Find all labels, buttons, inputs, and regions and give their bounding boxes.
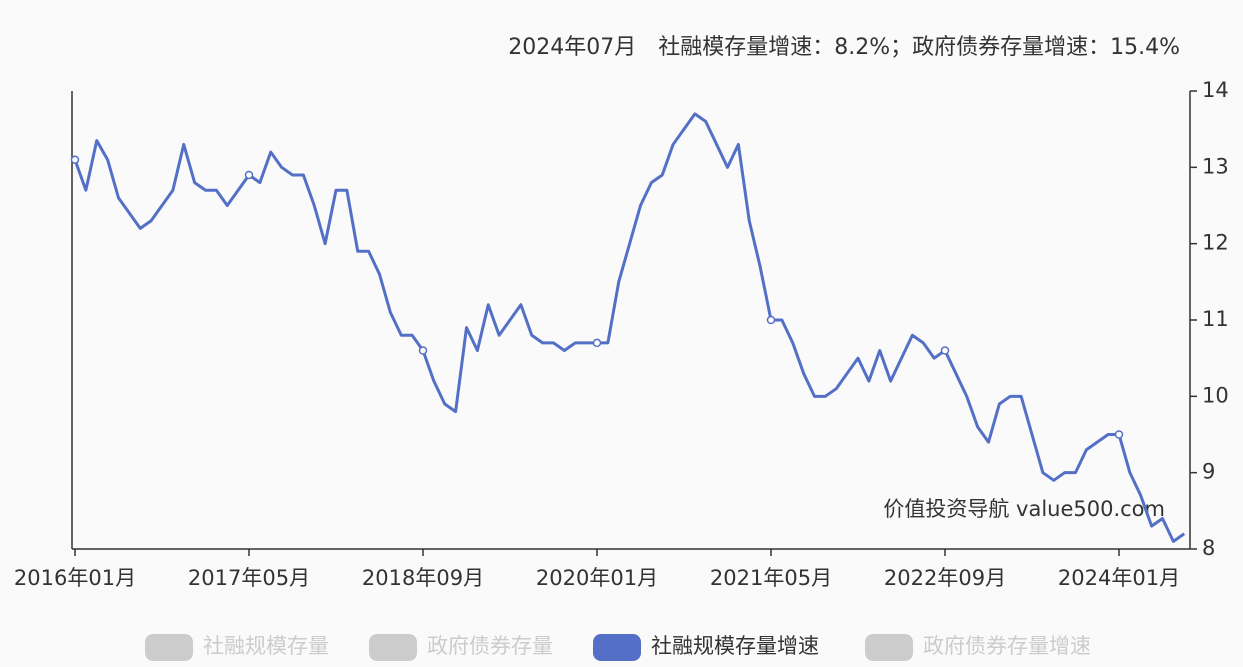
point bbox=[70, 155, 80, 164]
y-tick-label: 9 bbox=[1202, 460, 1215, 484]
legend-swatch bbox=[865, 634, 913, 661]
x-tick-label: 2018年09月 bbox=[362, 566, 484, 590]
x-tick-label: 2020年01月 bbox=[536, 566, 658, 590]
legend-swatch bbox=[369, 634, 417, 661]
point bbox=[766, 315, 776, 325]
point bbox=[1114, 430, 1124, 439]
point bbox=[418, 346, 428, 355]
x-tick-label: 2024年01月 bbox=[1058, 566, 1180, 590]
point bbox=[244, 170, 254, 180]
legend-label: 政府债券存量增速 bbox=[923, 634, 1091, 658]
watermark: 价值投资导航 value500.com bbox=[883, 497, 1165, 521]
y-tick-label: 13 bbox=[1202, 154, 1229, 178]
legend-label: 政府债券存量 bbox=[427, 634, 553, 658]
y-tick-label: 8 bbox=[1202, 536, 1215, 560]
legend-swatch bbox=[593, 634, 641, 661]
point bbox=[940, 346, 950, 355]
y-tick-label: 11 bbox=[1202, 307, 1229, 331]
legend-swatch bbox=[145, 634, 193, 661]
x-tick-label: 2021年05月 bbox=[710, 566, 832, 590]
y-tick-label: 12 bbox=[1202, 231, 1229, 255]
point bbox=[592, 338, 602, 348]
y-tick-label: 10 bbox=[1202, 383, 1229, 407]
legend-label: 社融规模存量增速 bbox=[651, 634, 819, 658]
legend-label: 社融规模存量 bbox=[203, 634, 329, 658]
y-tick-label: 14 bbox=[1202, 78, 1229, 102]
x-tick-label: 2017年05月 bbox=[188, 566, 310, 590]
chart-title: 2024年07月 社融模存量增速：8.2%；政府债券存量增速：15.4% bbox=[508, 35, 1180, 60]
x-tick-label: 2016年01月 bbox=[14, 566, 136, 590]
line bbox=[73, 112, 1186, 543]
x-tick-label: 2022年09月 bbox=[884, 566, 1006, 590]
